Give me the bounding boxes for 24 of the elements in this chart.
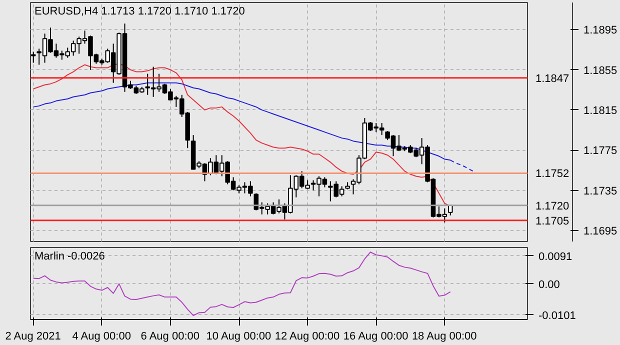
y-tick-label: 1.1855 (584, 64, 618, 77)
y-tick-label: -0.0101 (538, 310, 576, 322)
x-tick-label: 12 Aug 00:00 (274, 330, 340, 342)
ref-line-label: 1.1752 (536, 168, 570, 180)
y-tick-label: 1.1775 (584, 145, 618, 158)
x-tick-label: 6 Aug 00:00 (140, 330, 200, 342)
ref-line-label: 1.1720 (536, 200, 570, 212)
y-tick-label: 0.00 (538, 278, 560, 291)
chart-title: Marlin -0.0026 (34, 250, 105, 262)
ref-line-label: 1.1705 (536, 215, 570, 228)
x-tick-label: 2 Aug 2021 (5, 330, 61, 342)
y-tick-label: 1.1815 (584, 104, 618, 117)
x-tick-label: 18 Aug 00:00 (412, 330, 477, 342)
x-tick-label: 4 Aug 00:00 (72, 330, 131, 342)
line-series (32, 252, 451, 316)
ref-line-label: 1.1847 (536, 72, 570, 85)
candlestick (30, 51, 36, 64)
y-tick-label: 1.1895 (584, 24, 618, 37)
chart-title: EURUSD,H4 1.1713 1.1720 1.1710 1.1720 (34, 6, 245, 18)
y-tick-label: 1.1735 (584, 185, 618, 198)
y-tick-label: 0.0091 (538, 250, 572, 263)
x-tick-label: 16 Aug 00:00 (343, 330, 408, 342)
y-tick-label: 1.1695 (584, 225, 618, 238)
x-tick-label: 10 Aug 00:00 (206, 330, 272, 342)
